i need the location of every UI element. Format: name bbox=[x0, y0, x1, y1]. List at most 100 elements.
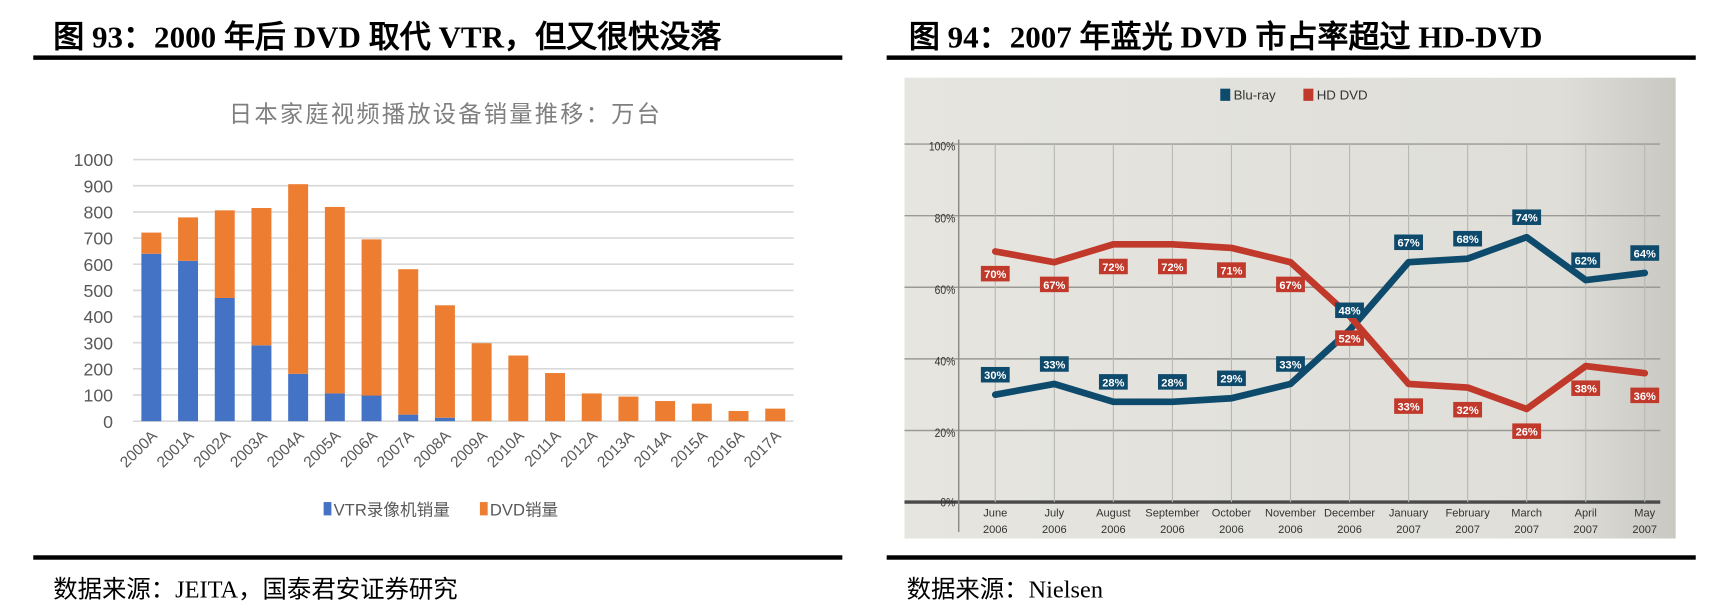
legend-swatch bbox=[323, 502, 332, 516]
hddvd-label-box bbox=[980, 265, 1010, 282]
hddvd-value-label: 72% bbox=[1161, 262, 1183, 274]
bluray-value-label: 64% bbox=[1634, 248, 1656, 260]
hddvd-value-label: 67% bbox=[1279, 280, 1301, 292]
x-tick-label: 2010A bbox=[484, 427, 528, 471]
hddvd-label-box bbox=[1217, 262, 1246, 278]
bluray-value-label: 33% bbox=[1279, 359, 1301, 371]
hddvd-label-box bbox=[1276, 276, 1305, 293]
legend-label: DVD销量 bbox=[490, 500, 558, 519]
x-tick-month: April bbox=[1575, 507, 1597, 519]
bar-vtr bbox=[398, 414, 419, 422]
x-tick-label: 2015A bbox=[668, 427, 712, 471]
bluray-line bbox=[991, 233, 1649, 406]
y-tick-label: 500 bbox=[83, 281, 113, 301]
bluray-hddvd-share-line-chart: 0% 20% 40% 60% 80% 100% June 2006 July 2006 August… bbox=[904, 77, 1676, 539]
x-tick-label: 2012A bbox=[557, 427, 601, 471]
y-tick-label: 1000 bbox=[74, 150, 114, 170]
y-tick-label: 400 bbox=[83, 307, 113, 327]
hddvd-value-label: 32% bbox=[1457, 405, 1479, 417]
bluray-label-box bbox=[1571, 252, 1601, 268]
hddvd-line bbox=[991, 240, 1649, 413]
x-tick-year: 2006 bbox=[1160, 524, 1185, 536]
x-tick-month: July bbox=[1044, 507, 1064, 519]
bar-dvd bbox=[545, 373, 566, 422]
bar-dvd bbox=[251, 207, 272, 346]
y-tick-label: 200 bbox=[83, 360, 113, 380]
x-tick-year: 2006 bbox=[1042, 524, 1067, 536]
bluray-value-label: 68% bbox=[1457, 234, 1479, 246]
hddvd-value-label: 33% bbox=[1397, 402, 1419, 414]
legend-swatch bbox=[479, 502, 488, 516]
x-tick-label: 2004A bbox=[264, 427, 308, 471]
x-tick-label: 2002A bbox=[191, 427, 235, 471]
bluray-label-box bbox=[1453, 230, 1483, 247]
y-tick-label: 0 bbox=[103, 412, 113, 432]
x-tick-label: 2009A bbox=[447, 427, 491, 471]
x-tick-month: February bbox=[1445, 507, 1490, 519]
bar-dvd bbox=[508, 355, 529, 422]
bluray-value-label: 30% bbox=[984, 370, 1006, 382]
bluray-label-box bbox=[1039, 356, 1069, 372]
x-tick-month: May bbox=[1634, 507, 1655, 519]
y-tick-label: 100 bbox=[83, 386, 113, 406]
hddvd-label-box bbox=[1394, 398, 1423, 414]
hddvd-label-box bbox=[1512, 423, 1542, 439]
hddvd-value-label: 52% bbox=[1338, 334, 1360, 346]
hddvd-label-box bbox=[1453, 401, 1483, 418]
bluray-label-box bbox=[1217, 370, 1246, 387]
hddvd-value-label: 71% bbox=[1220, 266, 1242, 278]
bar-dvd bbox=[691, 403, 712, 422]
x-tick-month: June bbox=[983, 507, 1007, 519]
bar-dvd bbox=[471, 343, 492, 422]
bluray-label-box bbox=[1630, 245, 1660, 261]
x-tick-label: 2008A bbox=[411, 427, 455, 471]
device-sales-bar-chart: 日本家庭视频播放设备销量推移：万台 0 100 200 300 400 500 600 700 8… bbox=[74, 101, 794, 519]
right-title-rule bbox=[886, 55, 1696, 60]
x-tick-month: January bbox=[1389, 507, 1429, 519]
x-tick-year: 2007 bbox=[1573, 524, 1598, 536]
hddvd-value-label: 67% bbox=[1043, 280, 1065, 292]
y-tick-label: 40% bbox=[935, 356, 956, 369]
bar-dvd bbox=[618, 396, 639, 422]
x-tick-label: 2017A bbox=[741, 427, 785, 471]
x-tick-label: 2001A bbox=[154, 427, 198, 471]
legend-swatch bbox=[1220, 88, 1231, 101]
x-tick-label: 2007A bbox=[374, 427, 418, 471]
left-bottom-rule bbox=[33, 555, 843, 560]
hddvd-label-box bbox=[1335, 330, 1364, 346]
bar-vtr bbox=[361, 395, 382, 422]
right-bottom-rule bbox=[886, 555, 1696, 560]
left-figure-title: 图 93：2000 年后 DVD 取代 VTR，但又很快没落 bbox=[53, 21, 722, 56]
bluray-label-box bbox=[1158, 374, 1187, 390]
bar-dvd bbox=[434, 305, 455, 418]
bar-dvd bbox=[765, 408, 786, 422]
hddvd-value-label: 38% bbox=[1575, 384, 1597, 396]
right-source: 数据来源：Nielsen bbox=[906, 575, 1104, 603]
right-figure-title: 图 94：2007 年蓝光 DVD 市占率超过 HD-DVD bbox=[908, 21, 1543, 56]
hddvd-value-label: 36% bbox=[1634, 391, 1656, 403]
x-tick-year: 2006 bbox=[983, 524, 1008, 536]
hddvd-label-box bbox=[1098, 258, 1128, 275]
y-tick-label: 80% bbox=[935, 213, 956, 226]
y-tick-label: 0% bbox=[940, 497, 955, 510]
bar-dvd bbox=[728, 410, 749, 422]
bluray-value-label: 74% bbox=[1516, 213, 1538, 225]
bar-vtr bbox=[324, 393, 345, 422]
bar-vtr bbox=[251, 345, 272, 422]
bar-dvd bbox=[398, 269, 419, 415]
y-tick-label: 60% bbox=[935, 284, 956, 297]
x-tick-month: September bbox=[1145, 507, 1200, 519]
legend-label: HD DVD bbox=[1317, 88, 1368, 103]
hddvd-label-box bbox=[1571, 380, 1601, 396]
bar-vtr bbox=[178, 260, 199, 422]
x-tick-label: 2006A bbox=[337, 427, 381, 471]
x-tick-year: 2006 bbox=[1101, 524, 1126, 536]
y-tick-label: 900 bbox=[83, 176, 113, 196]
hddvd-value-label: 70% bbox=[984, 269, 1006, 281]
legend-label: VTR录像机销量 bbox=[334, 500, 450, 519]
bluray-label-box bbox=[1512, 209, 1542, 225]
x-tick-year: 2007 bbox=[1632, 524, 1657, 536]
x-tick-label: 2011A bbox=[522, 427, 565, 470]
bluray-label-box bbox=[1276, 356, 1305, 372]
x-tick-year: 2007 bbox=[1455, 524, 1480, 536]
